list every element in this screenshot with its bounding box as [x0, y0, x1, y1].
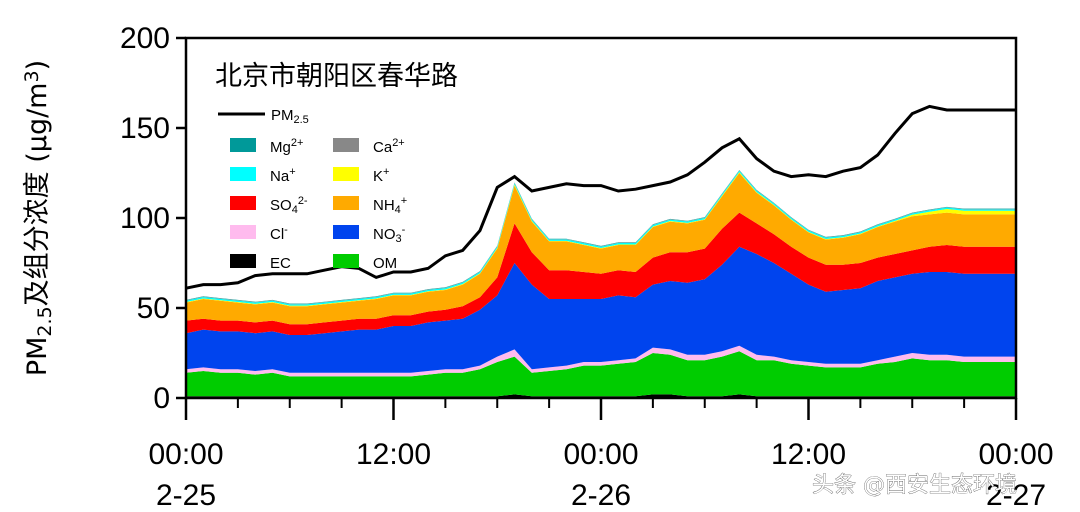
chart-title: 北京市朝阳区春华路	[215, 61, 458, 92]
legend-label-ec: EC	[270, 255, 291, 272]
ylabel-sup: 3	[21, 70, 43, 82]
legend-label-mg: Mg2+	[270, 137, 303, 156]
legend-swatch-nh	[333, 196, 359, 210]
y-tick-label: 50	[137, 292, 170, 325]
ylabel-rest: 及组分浓度 (μg/m	[22, 83, 53, 307]
watermark: 头条 @西安生态环境	[812, 473, 1017, 498]
axes: 0 50 100 150 200 00:00 2-25 12:00 00:00 2-26 12:00…	[120, 22, 1054, 512]
legend-swatch-na	[230, 167, 256, 181]
legend-label-na: Na+	[270, 166, 296, 185]
legend: PM2.5 Mg2+ Ca2+ Na+ K+ SO42- NH4+ Cl- NO3- EC OM	[218, 107, 407, 272]
x-tick-time: 12:00	[356, 438, 431, 471]
pm25-line	[185, 104, 1016, 290]
legend-label-nh: NH4+	[373, 195, 407, 216]
ylabel-close: )	[22, 60, 53, 71]
y-tick-label: 150	[120, 112, 170, 145]
legend-swatch-no	[333, 225, 359, 239]
legend-swatch-om	[333, 254, 359, 268]
x-tick-time: 00:00	[563, 438, 638, 471]
svg-text:PM2.5及组分浓度 (μg/m3): PM2.5及组分浓度 (μg/m3)	[21, 60, 55, 376]
legend-swatch-ca	[333, 138, 359, 152]
legend-swatch-cl	[230, 225, 256, 239]
y-tick-label: 100	[120, 202, 170, 235]
y-axis-label: PM2.5及组分浓度 (μg/m3)	[21, 60, 55, 376]
y-tick-label: 200	[120, 22, 170, 55]
legend-label-om: OM	[373, 255, 397, 272]
legend-label-so: SO42-	[270, 195, 308, 216]
legend-label-k: K+	[373, 166, 389, 185]
legend-swatch-so	[230, 196, 256, 210]
x-tick-date: 2-26	[571, 479, 631, 512]
legend-pm25-label: PM2.5	[271, 107, 309, 126]
legend-label-cl: Cl-	[270, 224, 288, 243]
area-no	[186, 246, 1016, 373]
legend-label-no: NO3-	[373, 224, 406, 245]
x-tick-time: 00:00	[148, 438, 223, 471]
legend-swatch-ec	[230, 254, 256, 268]
stacked-areas	[186, 169, 1016, 398]
x-tick-date: 2-27	[986, 479, 1046, 512]
area-om	[186, 351, 1016, 397]
ylabel-sub: 2.5	[34, 306, 56, 336]
legend-swatch-k	[333, 167, 359, 181]
x-tick-time: 00:00	[978, 438, 1053, 471]
ylabel-main: PM	[22, 337, 53, 377]
legend-label-ca: Ca2+	[373, 137, 405, 156]
y-tick-label: 0	[153, 382, 170, 415]
x-tick-time: 12:00	[771, 438, 846, 471]
legend-swatch-mg	[230, 138, 256, 152]
x-tick-date: 2-25	[156, 479, 216, 512]
